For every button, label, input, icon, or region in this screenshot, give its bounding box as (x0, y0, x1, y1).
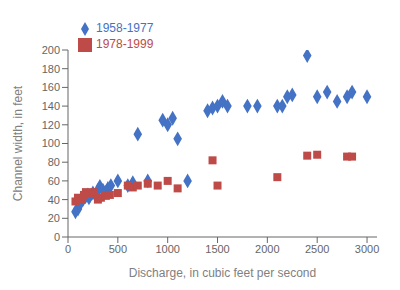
svg-text:120: 120 (42, 119, 60, 131)
svg-text:40: 40 (48, 194, 60, 206)
svg-text:180: 180 (42, 63, 60, 75)
svg-text:20: 20 (48, 212, 60, 224)
svg-text:100: 100 (42, 137, 60, 149)
svg-text:2500: 2500 (305, 243, 329, 255)
svg-text:0: 0 (65, 243, 71, 255)
svg-text:1500: 1500 (205, 243, 229, 255)
svg-text:3000: 3000 (355, 243, 379, 255)
svg-text:160: 160 (42, 81, 60, 93)
svg-text:Discharge, in cubic feet per s: Discharge, in cubic feet per second (129, 266, 316, 280)
svg-text:140: 140 (42, 100, 60, 112)
svg-text:2000: 2000 (255, 243, 279, 255)
svg-text:500: 500 (109, 243, 127, 255)
svg-text:1000: 1000 (155, 243, 179, 255)
svg-text:80: 80 (48, 156, 60, 168)
html-text:1958-1977: 1958-1977 (96, 21, 154, 35)
svg-text:0: 0 (54, 231, 60, 243)
svg-text:Channel width, in feet: Channel width, in feet (11, 85, 25, 201)
svg-text:200: 200 (42, 44, 60, 56)
html-text:1978-1999: 1978-1999 (96, 37, 154, 51)
svg-text:60: 60 (48, 175, 60, 187)
